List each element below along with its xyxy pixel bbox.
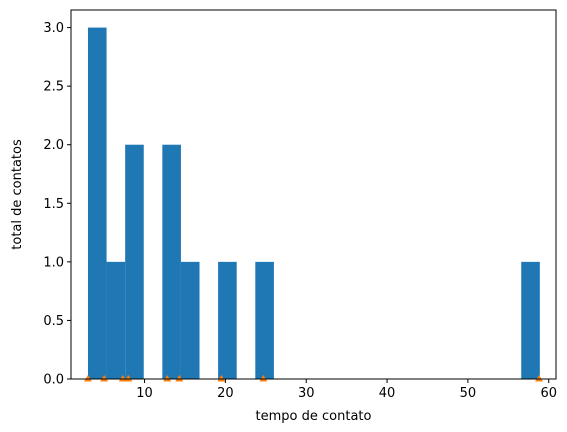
histogram-bar xyxy=(521,261,540,379)
histogram-bar xyxy=(180,261,200,379)
histogram-bar xyxy=(106,261,126,379)
data-point-marker xyxy=(124,375,133,382)
markers-group xyxy=(83,375,544,382)
y-tick-label: 3.0 xyxy=(43,21,64,36)
histogram-bar xyxy=(218,261,237,379)
y-tick-label: 1.0 xyxy=(43,255,64,270)
plot-frame xyxy=(70,9,557,380)
x-tick-label: 30 xyxy=(298,386,315,401)
data-point-marker xyxy=(163,375,172,382)
x-tick-label: 20 xyxy=(217,386,234,401)
histogram-bar xyxy=(125,144,144,379)
y-tick-label: 0.0 xyxy=(43,373,64,388)
x-tick-label: 10 xyxy=(136,386,153,401)
x-tick-label: 60 xyxy=(540,386,557,401)
x-tick-label: 50 xyxy=(460,386,477,401)
y-tick-label: 2.5 xyxy=(43,80,64,95)
y-tick-label: 1.5 xyxy=(43,197,64,212)
bars-group xyxy=(87,27,540,379)
data-point-marker xyxy=(217,375,226,382)
histogram-bar xyxy=(87,27,107,379)
y-axis-label: total de contatos xyxy=(10,139,25,250)
histogram-bar xyxy=(255,261,274,379)
data-point-marker xyxy=(535,375,544,382)
y-axis-ticks: 0.0 0.5 1.0 1.5 2.0 2.5 3.0 xyxy=(43,21,71,388)
data-point-marker xyxy=(83,375,92,382)
data-point-marker xyxy=(100,375,109,382)
y-tick-label: 2.0 xyxy=(43,138,64,153)
data-point-marker xyxy=(259,375,268,382)
y-tick-label: 0.5 xyxy=(43,314,64,329)
x-axis-label: tempo de contato xyxy=(256,409,372,424)
histogram-bar xyxy=(162,144,181,379)
data-point-marker xyxy=(118,375,127,382)
data-point-marker xyxy=(175,375,184,382)
x-axis-ticks: 10 20 30 40 50 60 xyxy=(136,379,557,401)
plot-area xyxy=(71,10,556,379)
x-tick-label: 40 xyxy=(379,386,396,401)
